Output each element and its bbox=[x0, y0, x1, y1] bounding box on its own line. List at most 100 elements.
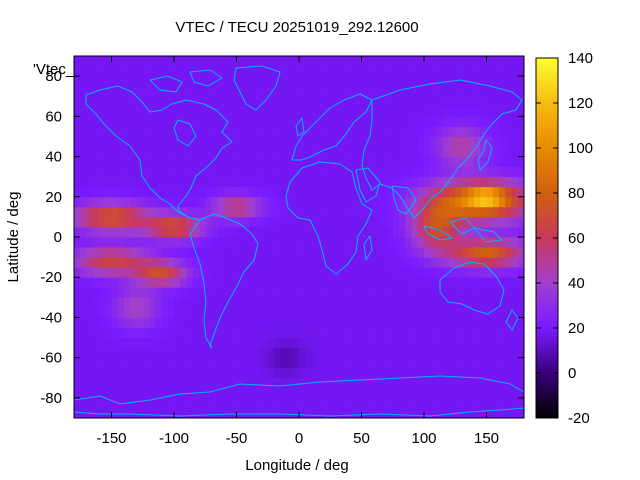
heatmap-cell bbox=[380, 297, 387, 308]
heatmap-cell bbox=[411, 297, 419, 308]
heatmap-cell bbox=[355, 216, 362, 228]
heatmap-cell bbox=[392, 397, 400, 409]
heatmap-cell bbox=[86, 86, 94, 97]
heatmap-cell bbox=[405, 76, 412, 87]
heatmap-cell bbox=[124, 297, 131, 308]
heatmap-cell bbox=[274, 116, 281, 127]
heatmap-cell bbox=[74, 176, 81, 188]
heatmap-cell bbox=[492, 397, 500, 409]
heatmap-cell bbox=[292, 216, 300, 228]
heatmap-cell bbox=[455, 307, 462, 318]
heatmap-cell bbox=[242, 337, 250, 349]
heatmap-cell bbox=[324, 76, 331, 87]
heatmap-cell bbox=[292, 66, 300, 77]
heatmap-cell bbox=[492, 317, 500, 328]
heatmap-cell bbox=[367, 277, 375, 288]
heatmap-cell bbox=[492, 277, 500, 288]
colorbar-tick-label: 80 bbox=[568, 185, 585, 202]
heatmap-cell bbox=[224, 397, 231, 409]
heatmap-cell bbox=[424, 397, 431, 409]
heatmap-cell bbox=[392, 146, 400, 157]
heatmap-cell bbox=[249, 337, 256, 349]
heatmap-cell bbox=[511, 226, 519, 238]
heatmap-cell bbox=[186, 146, 194, 157]
heatmap-cell bbox=[180, 407, 187, 419]
heatmap-cell bbox=[167, 136, 175, 147]
heatmap-cell bbox=[224, 136, 231, 147]
heatmap-cell bbox=[199, 377, 206, 389]
heatmap-cell bbox=[505, 397, 512, 409]
heatmap-cell bbox=[449, 347, 456, 359]
heatmap-cell bbox=[142, 116, 150, 127]
heatmap-cell bbox=[211, 287, 219, 298]
heatmap-cell bbox=[311, 307, 319, 318]
heatmap-cell bbox=[486, 146, 494, 157]
heatmap-cell bbox=[105, 297, 112, 308]
heatmap-cell bbox=[292, 136, 300, 147]
heatmap-cell bbox=[405, 106, 412, 117]
heatmap-cell bbox=[467, 136, 475, 147]
heatmap-cell bbox=[199, 106, 206, 117]
heatmap-cell bbox=[230, 367, 237, 379]
heatmap-cell bbox=[467, 237, 475, 248]
heatmap-cell bbox=[461, 367, 469, 379]
heatmap-cell bbox=[349, 357, 356, 369]
heatmap-cell bbox=[267, 166, 275, 178]
heatmap-cell bbox=[292, 307, 300, 318]
heatmap-cell bbox=[430, 116, 437, 127]
heatmap-cell bbox=[242, 106, 250, 117]
heatmap-cell bbox=[249, 287, 256, 298]
heatmap-cell bbox=[105, 166, 112, 178]
heatmap-cell bbox=[124, 76, 131, 87]
heatmap-cell bbox=[99, 196, 106, 208]
heatmap-cell bbox=[411, 216, 419, 228]
heatmap-cell bbox=[236, 186, 244, 198]
heatmap-cell bbox=[467, 116, 475, 127]
heatmap-cell bbox=[336, 277, 344, 288]
heatmap-cell bbox=[405, 257, 412, 268]
heatmap-cell bbox=[311, 156, 319, 168]
heatmap-cell bbox=[249, 156, 256, 168]
heatmap-cell bbox=[230, 186, 237, 198]
heatmap-cell bbox=[199, 347, 206, 359]
heatmap-cell bbox=[99, 377, 106, 389]
heatmap-cell bbox=[399, 317, 406, 328]
heatmap-cell bbox=[317, 186, 325, 198]
heatmap-cell bbox=[330, 357, 337, 369]
heatmap-cell bbox=[486, 66, 494, 77]
heatmap-cell bbox=[161, 337, 169, 349]
heatmap-cell bbox=[74, 146, 81, 157]
heatmap-cell bbox=[386, 106, 394, 117]
heatmap-cell bbox=[336, 186, 344, 198]
heatmap-cell bbox=[217, 357, 225, 369]
heatmap-cell bbox=[355, 136, 362, 147]
heatmap-cell bbox=[124, 216, 131, 228]
y-tick-label: 40 bbox=[45, 149, 62, 166]
heatmap-cell bbox=[74, 226, 81, 238]
heatmap-cell bbox=[342, 327, 350, 338]
heatmap-cell bbox=[374, 56, 381, 67]
heatmap-cell bbox=[424, 327, 431, 338]
heatmap-cell bbox=[330, 96, 337, 107]
heatmap-cell bbox=[430, 237, 437, 248]
heatmap-cell bbox=[392, 297, 400, 308]
colorbar-tick-label: 140 bbox=[568, 50, 593, 67]
heatmap-cell bbox=[461, 86, 469, 97]
heatmap-cell bbox=[211, 66, 219, 77]
heatmap-cell bbox=[224, 367, 231, 379]
heatmap-cell bbox=[386, 347, 394, 359]
heatmap-cell bbox=[305, 76, 312, 87]
heatmap-cell bbox=[480, 237, 487, 248]
heatmap-cell bbox=[442, 66, 450, 77]
heatmap-cell bbox=[355, 96, 362, 107]
heatmap-cell bbox=[111, 146, 119, 157]
heatmap-cell bbox=[174, 347, 181, 359]
heatmap-cell bbox=[124, 116, 131, 127]
heatmap-cell bbox=[155, 237, 162, 248]
heatmap-cell bbox=[236, 96, 244, 107]
heatmap-cell bbox=[317, 237, 325, 248]
heatmap-cell bbox=[242, 347, 250, 359]
heatmap-cell bbox=[449, 186, 456, 198]
heatmap-cell bbox=[336, 377, 344, 389]
heatmap-cell bbox=[111, 247, 119, 258]
